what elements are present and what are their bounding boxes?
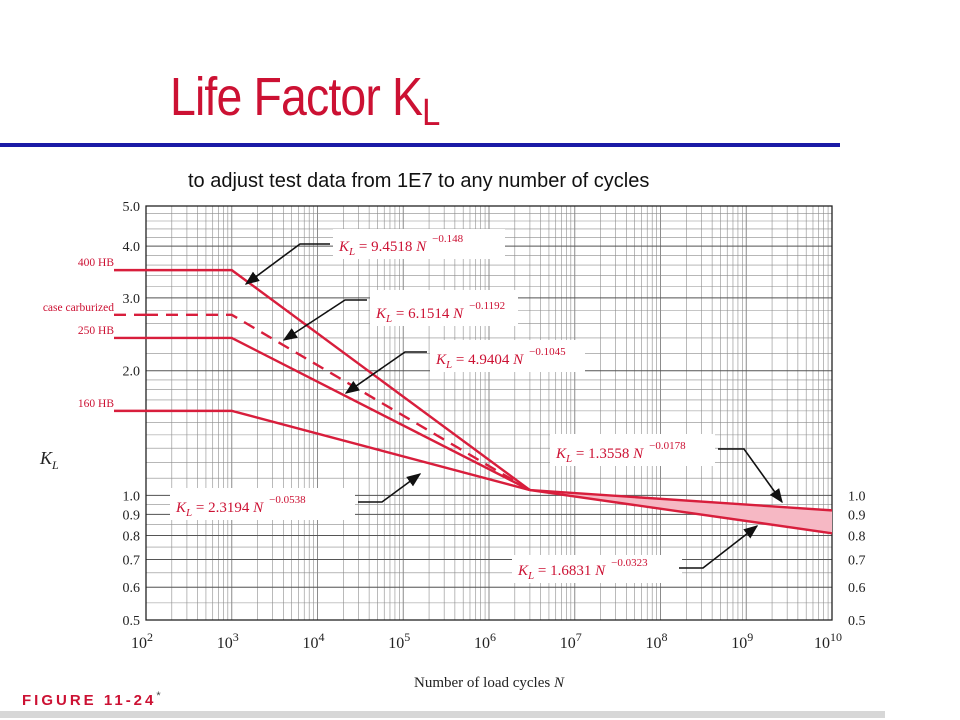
equation-box (370, 290, 518, 326)
y-tick-label-left: 0.9 (123, 508, 141, 523)
equation-text: KL = 1.6831 N −0.0323 (517, 557, 648, 582)
equation-leader-arrow (244, 243, 330, 285)
equation-leader-arrow (282, 299, 367, 341)
equation-annotation-5: KL = 1.6831 N −0.0323 (512, 525, 759, 583)
equation-box (170, 488, 355, 520)
title-underline (0, 143, 840, 147)
equation-annotation-0: KL = 9.4518 N −0.148 (244, 229, 505, 285)
y-tick-label-left: 0.5 (123, 614, 141, 629)
equation-box (430, 340, 585, 372)
plot-frame (145, 205, 833, 621)
equation-leader-arrow (358, 473, 422, 503)
y-tick-label-left: 5.0 (123, 200, 141, 215)
series-line-4 (529, 488, 833, 512)
equation-leader-arrow (679, 525, 759, 569)
x-tick-label: 105 (388, 630, 410, 652)
equation-leader-arrow (344, 351, 427, 394)
y-axis-title: KL (39, 448, 59, 472)
equation-leader-arrow (718, 448, 783, 504)
x-tick-label: 103 (217, 630, 239, 652)
y-tick-label-left: 1.0 (123, 489, 141, 504)
series-line-1 (146, 313, 531, 492)
y-tick-label-right: 0.6 (848, 581, 866, 596)
series-line-5 (529, 488, 833, 535)
equation-box (512, 555, 682, 583)
series-line-3 (146, 409, 531, 492)
y-tick-label-right: 0.7 (848, 554, 866, 569)
y-tick-label-left: 3.0 (123, 292, 141, 307)
y-tick-label-right: 0.5 (848, 614, 866, 629)
x-tick-label: 109 (731, 630, 753, 652)
x-axis-title: Number of load cycles N (414, 675, 565, 691)
y-tick-label-right: 1.0 (848, 489, 866, 504)
page-title: Life Factor KL (170, 66, 440, 135)
y-tick-label-right: 0.8 (848, 529, 866, 544)
equation-text: KL = 4.9404 N −0.1045 (435, 346, 566, 371)
equation-box (333, 229, 505, 259)
x-tick-label: 108 (646, 630, 668, 652)
x-tick-label: 107 (560, 630, 582, 652)
equation-box (550, 434, 715, 466)
y-tick-label-left: 2.0 (123, 365, 141, 380)
y-tick-label-right: 0.9 (848, 508, 866, 523)
title-main: Life Factor K (170, 67, 423, 127)
series-label-3: 160 HB (78, 398, 114, 410)
x-tick-label: 104 (303, 630, 325, 652)
y-tick-label-left: 4.0 (123, 240, 141, 255)
equation-annotation-2: KL = 4.9404 N −0.1045 (344, 340, 585, 394)
bottom-bar (0, 711, 885, 718)
figure-number: FIGURE 11-24 (22, 692, 157, 709)
series-line-2 (146, 336, 531, 492)
series-line-0 (146, 268, 531, 492)
equation-text: KL = 6.1514 N −0.1192 (375, 300, 505, 325)
title-subscript: L (422, 92, 440, 134)
equation-annotation-3: KL = 1.3558 N −0.0178 (550, 434, 783, 504)
equation-annotation-1: KL = 6.1514 N −0.1192 (282, 290, 518, 341)
x-tick-label: 102 (131, 630, 153, 652)
y-tick-label-left: 0.6 (123, 581, 141, 596)
figure-label: FIGURE 11-24* (22, 690, 161, 709)
figure-mark: * (156, 690, 161, 702)
grid (145, 205, 832, 621)
equation-annotation-4: KL = 2.3194 N −0.0538 (170, 473, 422, 520)
x-tick-label: 1010 (814, 630, 842, 652)
y-tick-label-left: 0.8 (123, 529, 141, 544)
page-subtitle: to adjust test data from 1E7 to any numb… (188, 170, 650, 192)
series-label-1: case carburized (43, 302, 114, 314)
equation-text: KL = 1.3558 N −0.0178 (555, 440, 686, 465)
series-label-0: 400 HB (78, 257, 114, 269)
equation-text: KL = 9.4518 N −0.148 (338, 233, 464, 258)
x-tick-label: 106 (474, 630, 496, 652)
series-label-2: 250 HB (78, 325, 114, 337)
equation-text: KL = 2.3194 N −0.0538 (175, 494, 306, 519)
y-tick-label-left: 0.7 (123, 554, 141, 569)
